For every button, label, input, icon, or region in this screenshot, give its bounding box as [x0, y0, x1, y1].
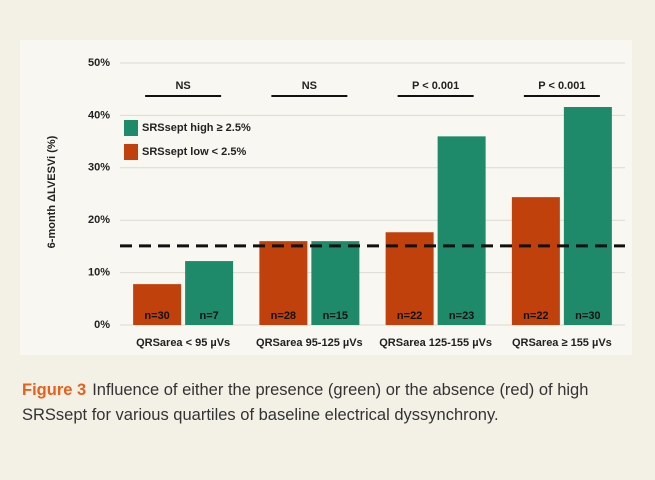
bar	[311, 241, 360, 325]
count-label: n=7	[199, 310, 218, 322]
y-tick-label: 30%	[88, 162, 110, 174]
significance-label: P < 0.001	[412, 80, 459, 92]
y-axis-label: 6-month ΔLVESVi (%)	[46, 135, 58, 248]
x-tick-label: QRSarea < 95 µVs	[136, 337, 230, 349]
bar	[511, 197, 560, 325]
count-label: n=30	[575, 310, 600, 322]
bar	[563, 107, 612, 326]
count-label: n=15	[323, 310, 348, 322]
bar	[133, 284, 182, 325]
legend-swatch	[124, 120, 138, 136]
y-tick-label: 50%	[88, 57, 110, 69]
legend-label: SRSsept low < 2.5%	[142, 146, 246, 158]
significance-label: NS	[302, 80, 317, 92]
count-label: n=30	[144, 310, 169, 322]
count-label: n=22	[397, 310, 422, 322]
x-tick-label: QRSarea 125-155 µVs	[379, 337, 492, 349]
bar	[385, 232, 434, 325]
y-tick-label: 20%	[88, 214, 110, 226]
x-tick-label: QRSarea 95-125 µVs	[256, 337, 363, 349]
legend-swatch	[124, 144, 138, 160]
count-label: n=28	[271, 310, 296, 322]
caption-label: Figure 3	[22, 381, 87, 399]
x-tick-label: QRSarea ≥ 155 µVs	[512, 337, 612, 349]
caption: Figure 3 Influence of either the presence…	[22, 378, 632, 428]
significance-label: P < 0.001	[538, 80, 585, 92]
bar	[437, 136, 486, 325]
significance-label: NS	[175, 80, 190, 92]
y-tick-label: 10%	[88, 267, 110, 279]
bar	[185, 261, 234, 325]
y-tick-label: 0%	[94, 319, 110, 331]
count-label: n=23	[449, 310, 474, 322]
chart: 6-month ΔLVESVi (%) 0% 10% 20% 30% 40% 50% QRS…	[20, 40, 632, 355]
caption-text: Influence of either the presence (green)…	[22, 381, 589, 424]
count-label: n=22	[523, 310, 548, 322]
bar	[259, 241, 308, 325]
legend-label: SRSsept high ≥ 2.5%	[142, 122, 251, 134]
y-tick-label: 40%	[88, 109, 110, 121]
